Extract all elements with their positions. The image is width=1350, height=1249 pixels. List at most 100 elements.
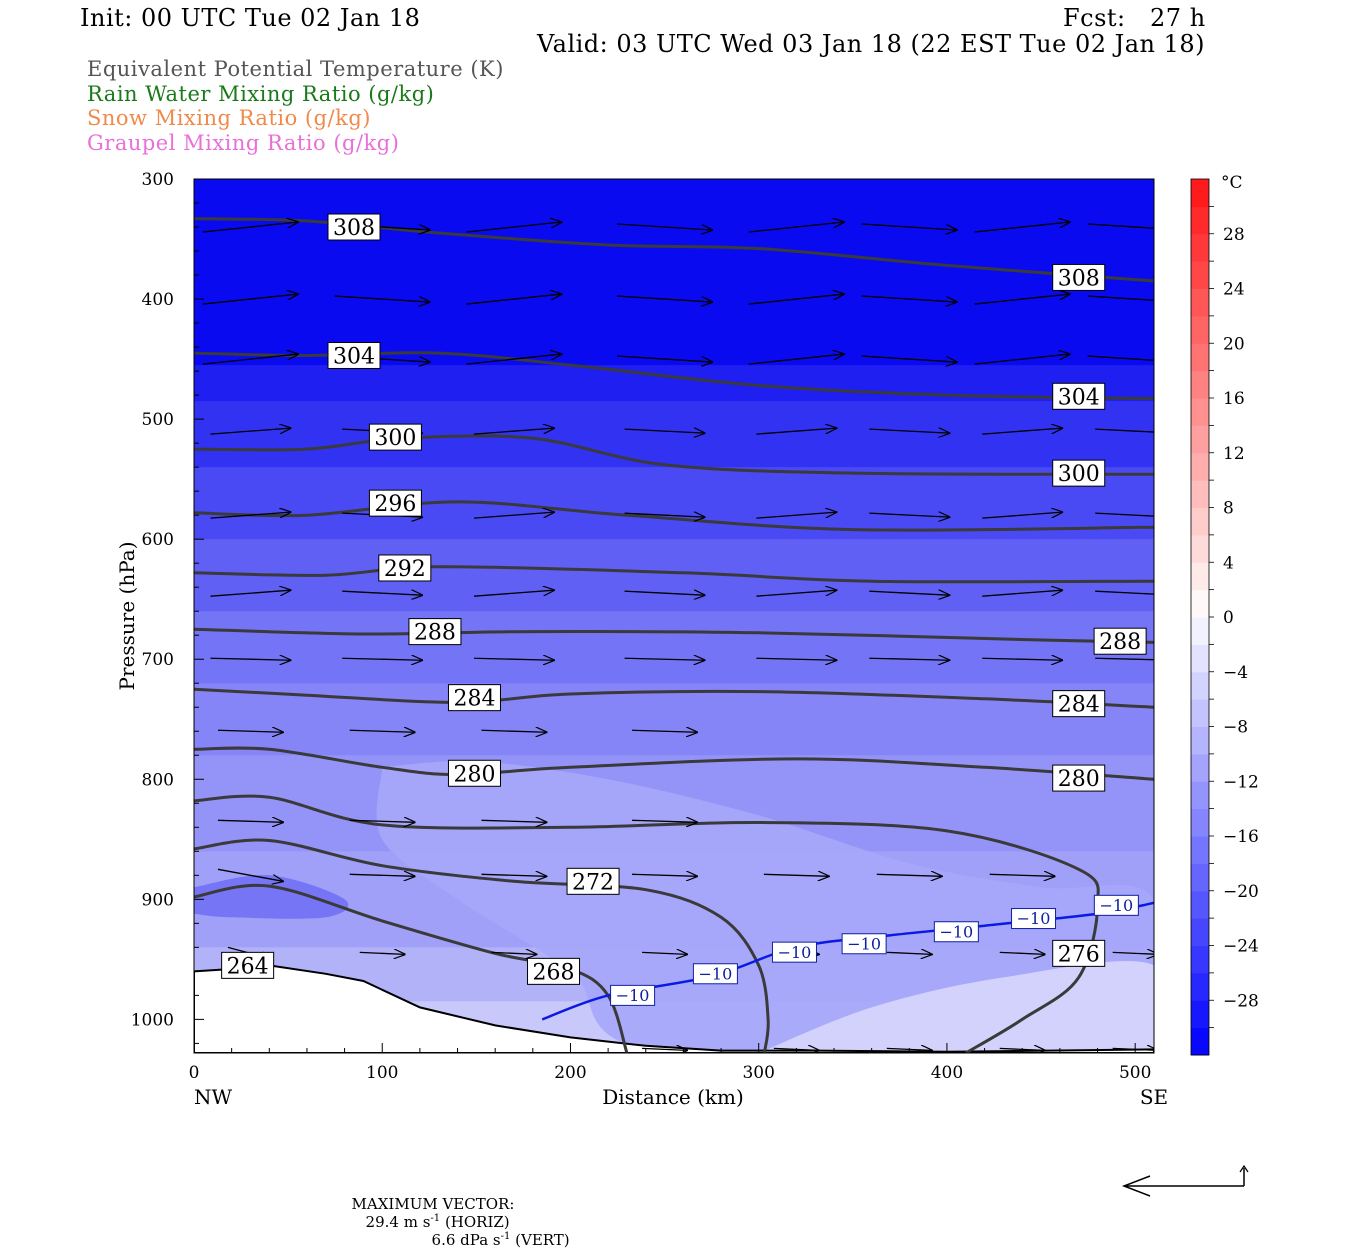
wind-arrow (473, 590, 554, 597)
wind-arrow (763, 874, 829, 876)
forecast-hour-label: Fcst: 27 h (1063, 4, 1206, 32)
wind-arrow (202, 354, 298, 365)
wind-arrow (982, 428, 1062, 435)
wind-arrow (624, 658, 705, 660)
theta-e-284 (194, 687, 1154, 709)
wind-arrow (989, 874, 1055, 876)
wind-arrow (217, 730, 283, 732)
theta-e-label-296: 296 (368, 489, 422, 517)
svg-text:296: 296 (374, 492, 416, 517)
y-tick-label: 300 (142, 170, 174, 190)
svg-text:308: 308 (333, 216, 375, 241)
wind-arrow (617, 355, 712, 362)
surface-warm-layer (758, 961, 1154, 1053)
wind-arrow (869, 658, 949, 660)
colorbar-swatch (1191, 699, 1209, 727)
colorbar-swatch (1191, 315, 1209, 344)
legend-theta-e: Equivalent Potential Temperature (K) (87, 57, 504, 81)
wind-arrow (334, 295, 430, 302)
colorbar-label: 8 (1223, 499, 1234, 519)
colorbar-label: −20 (1223, 882, 1259, 902)
temp-band-4 (194, 539, 1154, 613)
theta-e-label-292: 292 (378, 554, 432, 582)
svg-text:288: 288 (414, 621, 456, 646)
legend-snow: Snow Mixing Ratio (g/kg) (87, 106, 371, 130)
isotherm-label: −10 (610, 984, 656, 1006)
colorbar-swatch (1191, 343, 1209, 372)
wind-arrow (473, 428, 554, 435)
colorbar-swatch (1191, 480, 1209, 508)
wind-arrow (756, 512, 836, 519)
theta-e-296 (194, 500, 1154, 532)
theta-e-label-300: 300 (1052, 459, 1106, 487)
colorbar-swatch (1191, 1027, 1209, 1056)
wind-arrow (1095, 428, 1154, 433)
wind-arrow (632, 874, 697, 876)
theta-e-label-264: 264 (221, 951, 275, 979)
wind-arrow (974, 354, 1070, 365)
colorbar-swatch (1191, 179, 1209, 207)
wind-arrow (869, 513, 949, 517)
svg-text:300: 300 (374, 426, 416, 451)
svg-text:272: 272 (572, 870, 614, 895)
y-tick-label: 1000 (131, 1010, 174, 1030)
wind-arrow (1112, 952, 1154, 954)
wind-arrow (342, 658, 422, 660)
colorbar-swatch (1191, 589, 1209, 618)
theta-e-label-276: 276 (1052, 939, 1106, 967)
wind-arrow (473, 512, 554, 519)
theta-e-292 (194, 565, 1154, 584)
axes: 300 400 500 600 700 800 900 1000 0 100 200 300 400 50… (115, 170, 1168, 1109)
wind-arrow (861, 223, 957, 230)
colorbar-label: 4 (1223, 553, 1234, 573)
svg-text:280: 280 (453, 762, 495, 787)
wind-arrow (748, 354, 844, 365)
wind-arrow (1087, 355, 1154, 361)
theta-e-label-284: 284 (447, 684, 501, 712)
temp-band-6 (194, 683, 1154, 757)
max-vector-title: MAXIMUM VECTOR: (351, 1195, 515, 1213)
theta-e-308 (194, 217, 1154, 283)
colorbar-label: 20 (1223, 334, 1245, 354)
colorbar-swatch (1191, 644, 1209, 673)
colorbar-swatch (1191, 945, 1209, 974)
wind-arrow (886, 952, 932, 954)
theta-e-label-284: 284 (1052, 690, 1106, 718)
temp-band-5 (194, 611, 1154, 685)
wind-arrow (974, 294, 1070, 305)
svg-text:−10: −10 (778, 943, 812, 962)
se-end-label: SE (1140, 1085, 1168, 1109)
wind-arrow (876, 874, 942, 876)
svg-text:−10: −10 (847, 934, 881, 953)
wind-arrow (642, 952, 687, 954)
svg-text:304: 304 (333, 344, 375, 369)
x-tick-label: 400 (931, 1063, 963, 1083)
y-tick-label: 700 (142, 650, 174, 670)
wind-arrow (1087, 223, 1154, 229)
y-tick-label: 600 (142, 530, 174, 550)
theta-e-276 (194, 794, 1100, 1053)
wind-arrow (466, 222, 562, 233)
x-axis-title: Distance (km) (602, 1085, 744, 1109)
cold-lobe (194, 875, 349, 919)
wind-arrow (342, 591, 422, 595)
wind-arrow (210, 590, 290, 597)
theta-e-300 (194, 434, 1154, 476)
wind-arrow (642, 1048, 687, 1050)
x-tick-label: 0 (189, 1063, 200, 1083)
horiz-exponent: -1 (430, 1213, 441, 1224)
colorbar-swatch (1191, 425, 1209, 454)
plot-frame (193, 178, 1155, 1054)
temp-band-0 (194, 179, 1154, 367)
theta-e-label-272: 272 (566, 867, 620, 895)
svg-text:276: 276 (1058, 942, 1100, 967)
wind-arrow (982, 512, 1062, 519)
svg-text:−10: −10 (939, 922, 973, 941)
wind-arrow (481, 820, 547, 822)
colorbar-swatch (1191, 671, 1209, 700)
theta-e-label-280: 280 (1052, 764, 1106, 792)
colorbar-swatch (1191, 206, 1209, 235)
x-tick-label: 100 (366, 1063, 398, 1083)
colorbar-swatch (1191, 261, 1209, 289)
